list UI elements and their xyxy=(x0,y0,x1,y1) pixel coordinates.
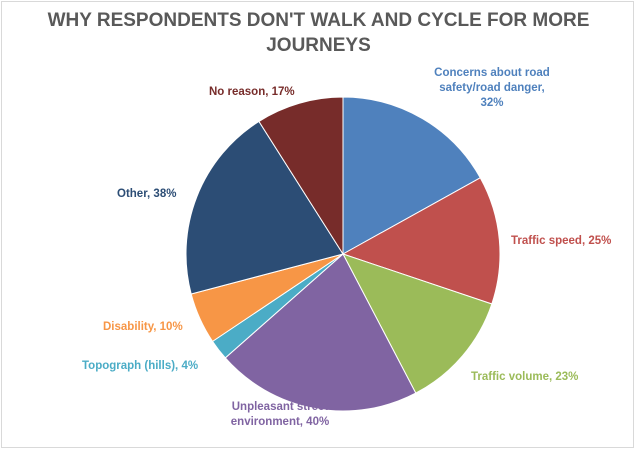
data-label-no-reason: No reason, 17% xyxy=(209,86,295,98)
pie-slice-other xyxy=(185,120,344,295)
data-label-concerns-about-road-safety-road-danger: Concerns about road safety/road danger, 32… xyxy=(434,67,550,109)
data-label-line: Other, 38% xyxy=(117,188,176,200)
chart-title: WHY RESPONDENTS DON'T WALK AND CYCLE FOR… xyxy=(0,8,637,58)
data-label-line: safety/road danger, xyxy=(439,82,544,94)
data-label-unpleasant-street-environment: Unpleasant street environment, 40% xyxy=(231,401,329,428)
pie-slice-unpleasant-street-environment xyxy=(224,253,417,412)
data-label-line: Traffic speed, 25% xyxy=(511,235,611,247)
pie-slice-concerns-about-road-safety-road-danger xyxy=(342,96,481,255)
data-label-traffic-volume: Traffic volume, 23% xyxy=(471,371,578,383)
pie-slice-no-reason xyxy=(258,96,344,256)
data-label-disability: Disability, 10% xyxy=(103,321,183,333)
data-label-line: 32% xyxy=(480,97,503,109)
data-label-line: Unpleasant street xyxy=(232,401,329,413)
data-label-line: Topograph (hills), 4% xyxy=(82,360,198,372)
data-label-line: Concerns about road xyxy=(434,67,550,79)
data-label-traffic-speed: Traffic speed, 25% xyxy=(511,235,611,247)
data-label-other: Other, 38% xyxy=(117,188,176,200)
data-label-line: Disability, 10% xyxy=(103,321,183,333)
pie-slice-traffic-speed xyxy=(341,177,501,305)
chart-title-line-2: JOURNEYS xyxy=(266,35,371,56)
pie-slice-traffic-volume xyxy=(341,253,493,394)
chart-title-line-1: WHY RESPONDENTS DON'T WALK AND CYCLE FOR… xyxy=(47,10,590,31)
data-label-line: Traffic volume, 23% xyxy=(471,371,578,383)
data-label-line: No reason, 17% xyxy=(209,86,295,98)
data-label-line: environment, 40% xyxy=(231,416,329,428)
data-label-topograph-hills: Topograph (hills), 4% xyxy=(82,360,198,372)
